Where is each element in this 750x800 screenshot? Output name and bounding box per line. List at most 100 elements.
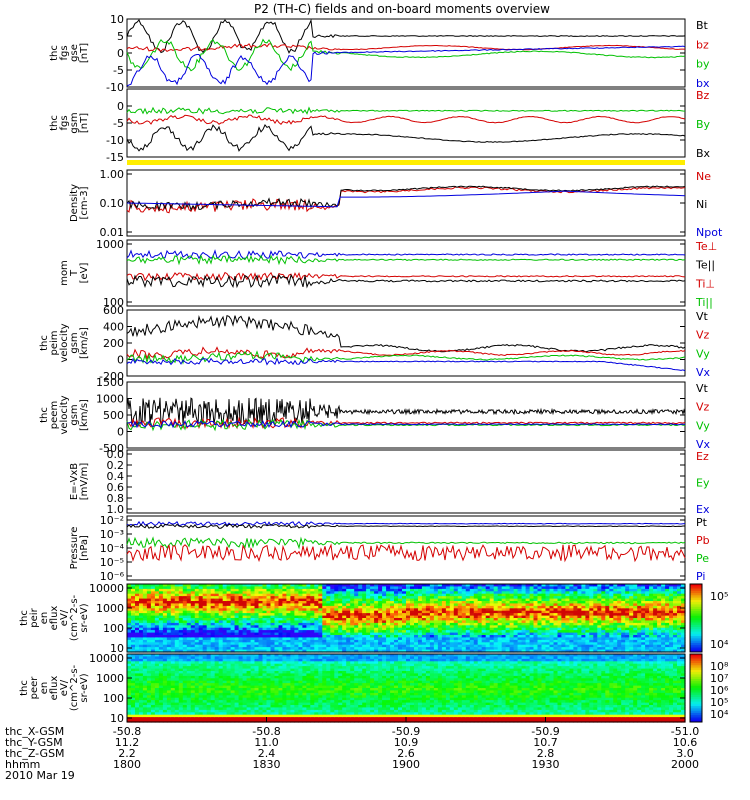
heat-cell (493, 618, 499, 621)
heat-cell (170, 596, 176, 600)
heat-cell (565, 584, 570, 587)
heat-cell (414, 610, 419, 614)
heat-cell (202, 709, 208, 713)
heat-cell (402, 586, 407, 590)
heat-cell (513, 610, 519, 614)
heat-cell (565, 586, 570, 590)
heat-cell (182, 586, 188, 590)
heat-cell (633, 620, 638, 624)
heat-cell (645, 649, 650, 653)
heat-cell (414, 642, 419, 646)
heat-cell (637, 588, 642, 592)
heat-cell (222, 663, 228, 667)
heat-cell (139, 678, 144, 682)
heat-cell (166, 613, 172, 617)
heat-cell (561, 625, 566, 629)
heat-cell (206, 596, 212, 600)
heat-cell (637, 622, 642, 626)
heat-cell (354, 613, 359, 617)
heat-cell (286, 620, 291, 624)
heat-cell (214, 591, 220, 595)
heat-cell (190, 709, 196, 713)
heat-cell (158, 603, 164, 607)
heat-cell (493, 613, 499, 617)
legend-Bx: Bx (696, 147, 711, 160)
heat-cell (386, 605, 391, 609)
heat-cell (637, 620, 642, 624)
heat-cell (457, 603, 463, 607)
heat-cell (350, 584, 355, 587)
legend-Te||: Te|| (695, 259, 715, 272)
heat-cell (493, 625, 499, 629)
heat-cell (198, 613, 204, 617)
heat-cell (366, 639, 371, 643)
heat-cell (190, 598, 196, 602)
heat-cell (398, 593, 403, 597)
heat-cell (158, 618, 164, 621)
heat-cell (565, 632, 570, 636)
heat-cell (593, 642, 598, 646)
heat-cell (230, 610, 236, 614)
heat-cell (266, 649, 272, 653)
heat-cell (262, 593, 268, 597)
heat-cell (182, 675, 188, 679)
heat-cell (298, 610, 303, 614)
heat-cell (565, 588, 570, 592)
heat-cell (310, 632, 315, 636)
heat-cell (294, 647, 299, 651)
heat-cell (218, 663, 224, 667)
heat-cell (374, 630, 379, 634)
heat-cell (146, 709, 152, 713)
heat-cell (529, 620, 535, 624)
heat-cell (250, 622, 256, 626)
heat-cell (174, 639, 180, 643)
heat-cell (469, 637, 475, 641)
heat-cell (210, 613, 216, 617)
heat-cell (437, 635, 443, 638)
heat-cell (135, 620, 140, 624)
heat-cell (653, 639, 658, 643)
heat-cell (218, 680, 224, 684)
heat-cell (131, 642, 136, 646)
heat-cell (613, 622, 618, 626)
heat-cell (601, 635, 606, 638)
heat-cell (525, 632, 531, 636)
heat-cell (238, 605, 244, 609)
heat-cell (597, 647, 602, 651)
heat-cell (605, 625, 610, 629)
heat-cell (625, 608, 630, 612)
heat-cell (569, 586, 574, 590)
heat-cell (238, 588, 244, 592)
heat-cell (142, 685, 148, 689)
heat-cell (190, 593, 196, 597)
heat-cell (154, 719, 160, 723)
heat-cell (653, 598, 658, 602)
heat-cell (182, 719, 188, 723)
heat-cell (146, 601, 152, 604)
heat-cell (254, 591, 260, 595)
heat-cell (673, 596, 678, 600)
heat-cell (266, 584, 272, 587)
heat-cell (146, 656, 152, 660)
heat-cell (238, 642, 244, 646)
heat-cell (565, 620, 570, 624)
heat-cell (238, 683, 244, 687)
heat-cell (254, 603, 260, 607)
heat-cell (414, 618, 419, 621)
heat-cell (677, 644, 682, 648)
heat-cell (162, 690, 168, 694)
heat-cell (206, 610, 212, 614)
heat-cell (429, 596, 435, 600)
heat-cell (633, 625, 638, 629)
heat-cell (250, 610, 256, 614)
heat-cell (322, 642, 327, 646)
heat-cell (418, 596, 423, 600)
heat-cell (457, 601, 463, 604)
y-label-line: mom (59, 260, 70, 286)
heat-cell (414, 647, 419, 651)
heat-cell (370, 608, 375, 612)
heat-cell (485, 642, 491, 646)
heat-cell (557, 598, 563, 602)
heat-cell (669, 622, 674, 626)
